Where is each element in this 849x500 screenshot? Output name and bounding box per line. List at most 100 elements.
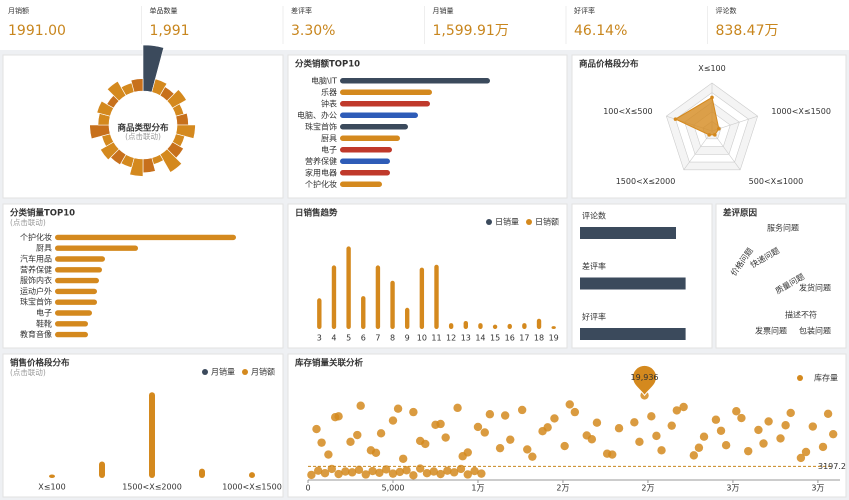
bar [340,135,400,141]
scatter-point [776,434,785,443]
bar [249,472,255,478]
legend-marker [202,369,208,375]
metric-bar [580,328,686,340]
scatter-point [361,470,370,479]
scatter-point [347,468,357,477]
bar [55,245,138,251]
x-tick-label: 5 [346,334,351,343]
rose-segment [166,89,187,109]
kpi-label: 月销量 [433,6,454,15]
scatter-point [341,467,350,476]
radar-indicator: X≤100 [698,64,725,73]
scatter-point [320,469,330,478]
scatter-point [699,432,709,441]
scatter-point [443,466,452,475]
scatter-point [517,405,527,415]
scatter-point [744,446,753,456]
scatter-point [781,421,790,430]
x-tick-label: 16 [505,334,515,343]
x-tick-label: 3万 [726,484,739,493]
panel-title: 日销售趋势 [295,208,338,219]
bar-label: 鞋靴 [36,318,52,328]
bar [55,331,88,338]
scatter-point [796,453,806,463]
scatter-point [356,401,365,410]
bar-label: 钟表 [321,98,337,108]
bar [448,323,454,329]
kpi-value: 1,599.91万 [433,23,509,39]
bar-label: 营养保健 [20,264,52,274]
legend-label: 日销额 [535,217,559,227]
radar-indicator: 1000<X≤1500 [771,107,831,116]
scatter-point [614,424,624,433]
scatter-point [388,469,398,478]
bar [55,310,92,316]
rose-segment [99,141,120,161]
bar-label: 电脑\IT [311,75,337,85]
panel [2,353,284,498]
scatter-point [368,466,377,476]
scatter-point [732,407,741,416]
bar [331,265,337,329]
x-tick-label: X≤100 [38,483,65,492]
bar-label: 电脑、办公 [297,110,337,120]
scatter-point [415,436,425,446]
x-tick-label: 15 [490,334,500,343]
scatter-point [395,467,404,477]
scatter-point [353,430,362,440]
x-tick-label: 3万 [811,484,824,493]
rose-segment [89,124,111,140]
scatter-point [657,446,666,455]
scatter-point [398,454,408,463]
radar-indicator: 100<X≤500 [603,107,652,116]
bar [55,288,97,295]
scatter-point [409,407,418,417]
panel [571,203,713,349]
scatter-point [485,410,495,419]
legend-marker [797,375,803,381]
scatter-point [346,437,355,447]
scatter-point [754,425,763,435]
bar [55,256,105,262]
scatter-point [436,419,445,429]
panel-title: 差评原因 [722,208,757,219]
cloud-word: 发货问题 [799,283,831,293]
scatter-point [667,421,676,430]
radar-axis [683,130,713,171]
x-tick-label: 1万 [471,484,484,493]
bar [340,101,430,107]
scatter-point [635,437,644,447]
scatter-point [375,468,384,477]
scatter-point [679,402,688,412]
bar [346,246,351,329]
scatter-point [737,413,746,423]
radar-point [713,133,717,137]
scatter-point [409,471,418,480]
scatter-point [823,409,833,418]
scatter-point [324,450,333,459]
bar-label: 厨具 [321,134,337,143]
scatter-point [477,469,486,478]
bar [361,296,366,329]
kpi-label: 好评率 [574,6,595,15]
bar [478,323,483,329]
scatter-point [801,447,811,457]
rose-subtitle: (点击联动) [125,131,161,141]
bar-label: 汽车用品 [20,254,52,264]
panel-subtitle: (点击联动) [10,217,46,227]
scatter-point [759,439,768,448]
x-tick-label: 12 [446,334,456,343]
bar [507,323,512,329]
bar [49,474,55,478]
bar [340,89,432,95]
x-tick-label: 8 [390,334,395,343]
bar [390,280,395,329]
scatter-point [334,469,343,479]
bar [99,461,105,478]
scatter-point [371,448,381,458]
bar [55,234,236,241]
scatter-point [429,467,438,476]
bar [405,307,410,329]
bar [55,267,102,273]
